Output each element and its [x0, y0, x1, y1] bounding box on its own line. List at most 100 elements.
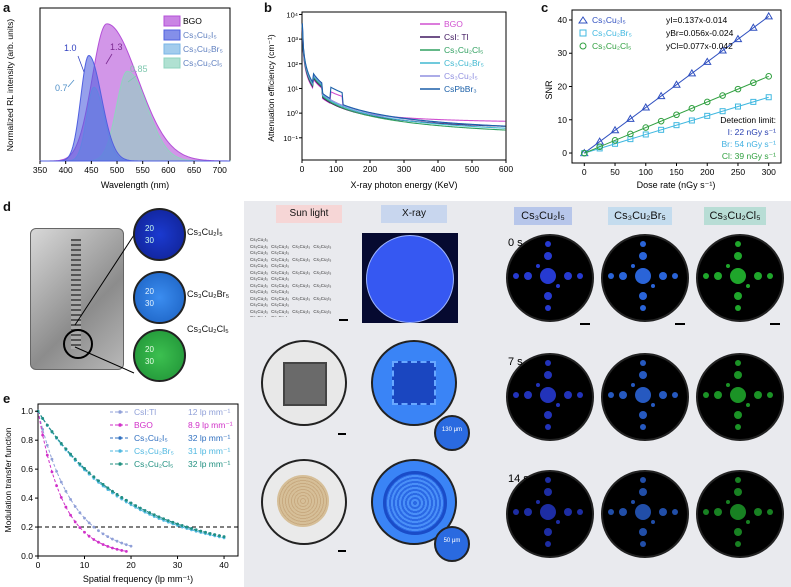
glow-spot: [544, 411, 552, 419]
glow-spot: [639, 292, 647, 300]
x-tick-label: 700: [213, 165, 227, 175]
x-tick-label: 450: [84, 165, 98, 175]
glow-spot: [608, 392, 614, 398]
mtf-point: [106, 486, 110, 490]
glow-spot: [635, 387, 651, 403]
xray-spot-image: [601, 470, 689, 558]
x-tick-label: 600: [161, 165, 175, 175]
y-tick-label: 10⁴: [286, 10, 298, 19]
glow-spot: [639, 411, 647, 419]
mtf-point: [64, 489, 68, 493]
glow-spot: [577, 392, 583, 398]
legend-label: Cs₃Cu₂Br₅: [134, 446, 174, 456]
mtf-point: [101, 543, 105, 546]
glow-spot: [734, 292, 742, 300]
data-point: [734, 85, 742, 93]
data-point: [672, 80, 681, 88]
chip-sunlight-photo: [261, 340, 347, 426]
attenuation-chart: 0 100 200 300 400 500 600 10⁴ 10³ 10² 10¹ 10⁰ 10⁻¹ X…: [266, 10, 513, 190]
glow-spot: [746, 403, 750, 407]
glow-spot: [639, 488, 647, 496]
x-tick-label: 400: [431, 164, 445, 174]
glow-spot: [735, 360, 741, 366]
legend-swatch: [163, 43, 181, 55]
x-tick-label: 200: [363, 164, 377, 174]
data-point: [748, 23, 758, 31]
legend-label: Cs₃Cu₂I₅: [134, 433, 168, 443]
xray-spot-image: [696, 353, 784, 441]
glow-spot: [754, 508, 762, 516]
legend-marker: [579, 42, 587, 50]
glow-spot: [556, 520, 560, 524]
scale-label-130: 130 μm: [441, 427, 463, 433]
y-tick-label: 40: [558, 15, 568, 25]
label-cs3cu2i5: Cs₃Cu₂I₅: [187, 227, 223, 237]
mtf-point: [143, 509, 147, 512]
mtf-point: [222, 535, 226, 539]
legend-equation: yCl=0.077x-0.042: [666, 41, 733, 51]
mtf-point: [41, 428, 45, 431]
x-tick-label: 50: [610, 167, 620, 177]
y-tick-label: 0: [562, 148, 567, 158]
phantom-bars: [71, 239, 81, 349]
glow-spot: [746, 284, 750, 288]
mtf-point: [111, 537, 114, 541]
x-tick-label: 600: [499, 164, 513, 174]
mtf-point: [115, 539, 119, 543]
legend-label: Cs₃Cu₂Br₅: [183, 44, 223, 54]
mtf-point: [87, 471, 91, 475]
mtf-chart: 0 10 20 30 40 0.0 0.2 0.4 0.6 0.8 1.0 Spatial freq…: [3, 403, 239, 584]
data-point: [688, 117, 695, 124]
legend-label: BGO: [183, 16, 202, 26]
gauge-number: 20: [145, 224, 154, 233]
data-point: [688, 105, 696, 112]
annotation-arrow: [127, 75, 137, 83]
glow-spot: [544, 292, 552, 300]
legend-swatch: [163, 15, 181, 27]
x-tick-label: 500: [110, 165, 124, 175]
x-tick-label: 300: [397, 164, 411, 174]
data-point: [765, 73, 773, 80]
mtf-point: [78, 511, 82, 515]
glow-spot: [545, 241, 551, 247]
data-point: [642, 124, 650, 131]
x-tick-label: 500: [465, 164, 479, 174]
mtf-point: [55, 436, 59, 440]
legend-resolution: 12 lp mm⁻¹: [188, 407, 230, 417]
glow-spot: [659, 391, 667, 399]
data-point: [702, 57, 712, 65]
legend-swatch: [163, 29, 181, 41]
mtf-point: [120, 496, 124, 499]
text-row: Cs₃Cu₂I₅ Cs₃Cu₂I₅ Cs₃Cu₂I₅ Cs₃Cu₂I₅ Cs₃C…: [250, 282, 332, 295]
glow-spot: [556, 284, 560, 288]
mesh-disk: [277, 475, 329, 527]
data-point: [612, 140, 619, 147]
data-point: [734, 103, 741, 110]
glow-spot: [734, 411, 742, 419]
glow-spot: [536, 383, 540, 387]
mtf-point: [59, 495, 63, 499]
y-tick-label: 10⁰: [287, 109, 298, 118]
data-point: [656, 91, 666, 100]
mtf-point: [69, 497, 72, 501]
glow-spot: [540, 387, 556, 403]
mtf-point: [50, 430, 54, 433]
time-label: 0 s: [508, 237, 523, 249]
glow-spot: [513, 273, 519, 279]
x-tick-label: 400: [59, 165, 73, 175]
mtf-point: [92, 475, 96, 479]
mtf-point: [124, 543, 128, 547]
attenuation-line-BGO: [301, 29, 506, 122]
data-point: [718, 46, 727, 54]
glow-spot: [640, 477, 646, 483]
scale-bar: [675, 323, 685, 325]
glow-spot: [608, 273, 614, 279]
mtf-point: [41, 416, 45, 420]
mtf-point: [115, 547, 119, 551]
y-tick-label: 10¹: [287, 84, 298, 93]
x-axis-label: Wavelength (nm): [101, 180, 169, 190]
mtf-point: [124, 498, 128, 502]
glow-spot: [545, 360, 551, 366]
annotation-arrow: [77, 55, 85, 73]
glow-spot: [639, 252, 647, 260]
